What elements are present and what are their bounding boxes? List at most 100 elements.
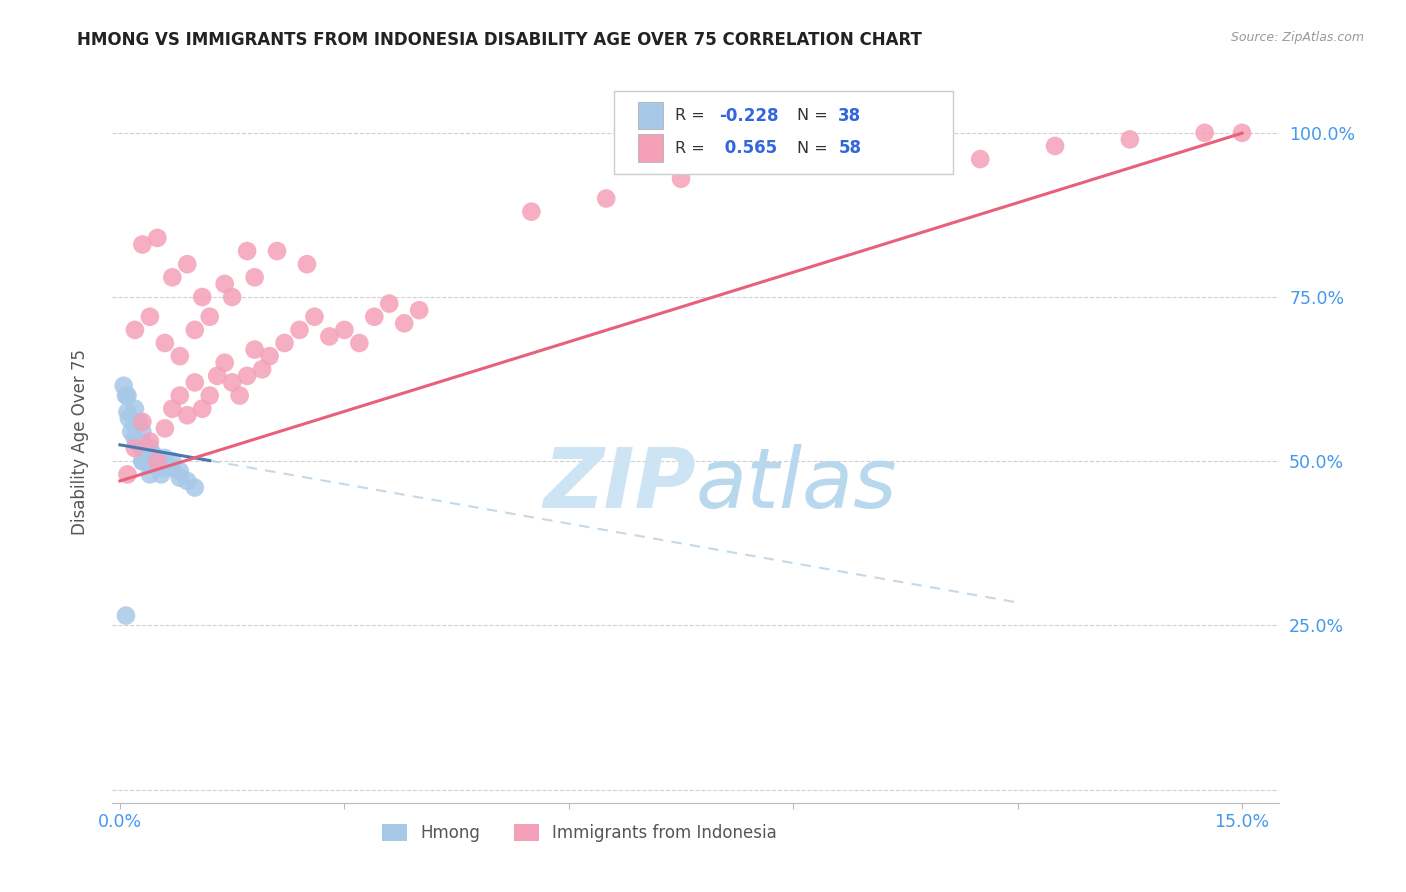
Point: [112, 378, 135, 392]
Point: [153, 336, 176, 351]
Point: [394, 316, 416, 330]
Point: [139, 310, 162, 324]
Point: [124, 323, 146, 337]
Point: [378, 296, 401, 310]
Point: [295, 257, 318, 271]
Point: [131, 441, 153, 455]
Point: [124, 441, 146, 455]
Text: N =: N =: [797, 108, 834, 123]
Point: [266, 244, 288, 258]
Point: [131, 454, 153, 468]
Point: [243, 270, 266, 285]
Text: R =: R =: [675, 108, 710, 123]
Text: R =: R =: [675, 141, 710, 156]
Point: [273, 336, 295, 351]
Point: [142, 448, 165, 462]
Point: [124, 418, 146, 433]
Point: [176, 474, 198, 488]
Point: [135, 444, 157, 458]
Point: [259, 349, 281, 363]
Point: [169, 349, 191, 363]
Point: [162, 454, 184, 468]
Text: N =: N =: [797, 141, 834, 156]
Text: 38: 38: [838, 107, 862, 125]
Point: [221, 376, 243, 390]
Point: [146, 450, 169, 465]
Point: [153, 421, 176, 435]
Point: [176, 257, 198, 271]
Point: [153, 458, 176, 472]
Point: [139, 458, 162, 472]
Point: [969, 152, 991, 166]
Legend: Hmong, Immigrants from Indonesia: Hmong, Immigrants from Indonesia: [375, 817, 783, 848]
Point: [162, 460, 184, 475]
Point: [139, 450, 162, 465]
Point: [250, 362, 273, 376]
Point: [318, 329, 340, 343]
Point: [184, 323, 207, 337]
Point: [228, 388, 250, 402]
Text: Source: ZipAtlas.com: Source: ZipAtlas.com: [1230, 31, 1364, 45]
Point: [363, 310, 385, 324]
Point: [214, 356, 236, 370]
Point: [162, 401, 184, 416]
Point: [595, 192, 617, 206]
Point: [1119, 132, 1142, 146]
Point: [146, 458, 169, 472]
Point: [139, 467, 162, 482]
Point: [118, 411, 141, 425]
Point: [191, 401, 214, 416]
Point: [184, 376, 207, 390]
Point: [146, 231, 169, 245]
Point: [139, 434, 162, 449]
Point: [153, 450, 176, 465]
Point: [117, 388, 139, 402]
Point: [115, 388, 138, 402]
Point: [236, 244, 259, 258]
Point: [408, 303, 430, 318]
Point: [124, 401, 146, 416]
Point: [115, 608, 138, 623]
FancyBboxPatch shape: [638, 135, 664, 162]
Point: [349, 336, 371, 351]
Point: [820, 159, 842, 173]
Point: [198, 310, 221, 324]
Point: [139, 441, 162, 455]
Point: [236, 368, 259, 383]
Point: [243, 343, 266, 357]
Point: [117, 405, 139, 419]
Text: 58: 58: [838, 139, 862, 157]
Point: [176, 409, 198, 423]
Point: [146, 454, 169, 468]
Point: [669, 171, 692, 186]
Point: [205, 368, 228, 383]
Point: [162, 270, 184, 285]
Point: [124, 431, 146, 445]
Point: [221, 290, 243, 304]
Point: [141, 454, 163, 468]
Point: [131, 237, 153, 252]
Point: [132, 438, 155, 452]
Text: -0.228: -0.228: [720, 107, 779, 125]
Point: [304, 310, 326, 324]
Point: [333, 323, 356, 337]
Point: [214, 277, 236, 291]
Point: [169, 471, 191, 485]
FancyBboxPatch shape: [614, 91, 953, 174]
Point: [894, 145, 917, 160]
Text: 0.565: 0.565: [720, 139, 778, 157]
Point: [288, 323, 311, 337]
Point: [1194, 126, 1216, 140]
Y-axis label: Disability Age Over 75: Disability Age Over 75: [70, 349, 89, 534]
Point: [1043, 139, 1066, 153]
Point: [131, 415, 153, 429]
Point: [191, 290, 214, 304]
Point: [146, 454, 169, 468]
Point: [198, 388, 221, 402]
Text: ZIP: ZIP: [543, 444, 696, 525]
Point: [120, 425, 142, 439]
Text: HMONG VS IMMIGRANTS FROM INDONESIA DISABILITY AGE OVER 75 CORRELATION CHART: HMONG VS IMMIGRANTS FROM INDONESIA DISAB…: [77, 31, 922, 49]
Point: [128, 415, 150, 429]
Point: [150, 467, 173, 482]
Point: [520, 204, 543, 219]
